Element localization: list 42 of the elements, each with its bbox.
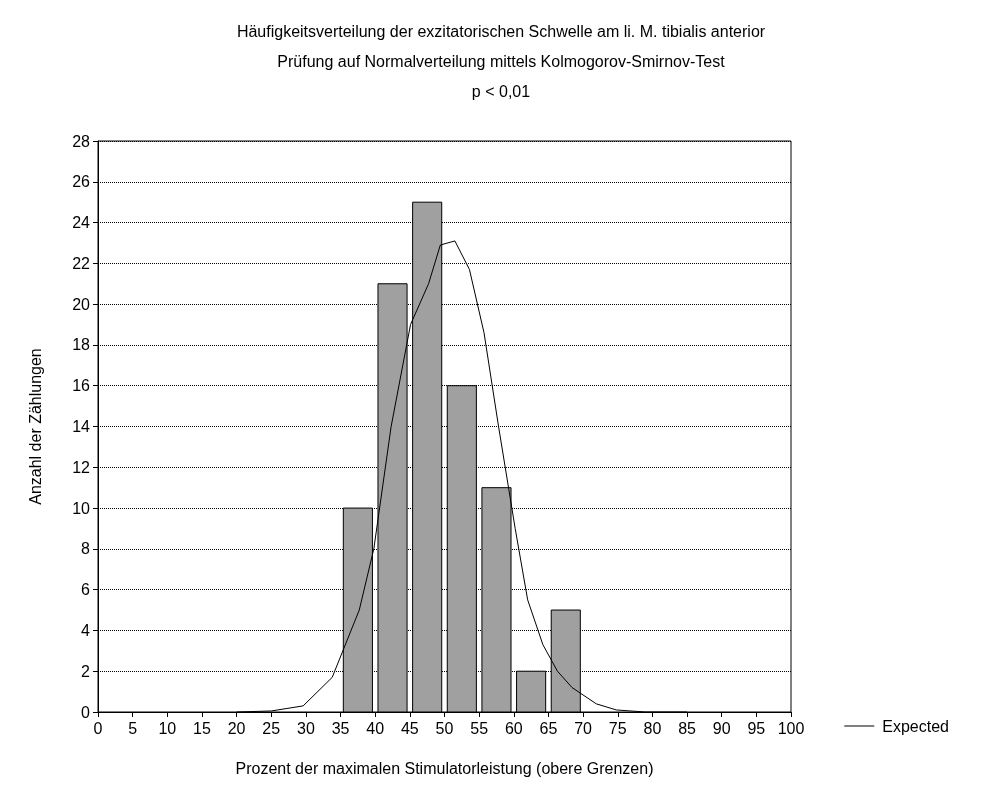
x-tick-label: 60 xyxy=(504,719,523,737)
y-tick-label: 12 xyxy=(72,458,91,476)
x-tick-label: 90 xyxy=(712,719,731,737)
y-tick-label: 16 xyxy=(72,377,91,395)
legend-label: Expected xyxy=(882,717,950,735)
x-tick-label: 20 xyxy=(227,719,246,737)
x-tick-label: 85 xyxy=(678,719,697,737)
y-tick-label: 26 xyxy=(72,173,91,191)
x-tick-label: 15 xyxy=(193,719,211,737)
x-tick-label: 75 xyxy=(608,719,627,737)
x-tick-label: 55 xyxy=(470,719,489,737)
x-tick-label: 65 xyxy=(539,719,558,737)
x-tick-label: 50 xyxy=(435,719,454,737)
y-tick-label: 2 xyxy=(81,662,91,680)
chart-title: Häufigkeitsverteilung der exzitatorischen Schwelle am li. M. tibialis anterior xyxy=(236,22,766,40)
x-tick-label: 45 xyxy=(400,719,419,737)
x-tick-label: 10 xyxy=(158,719,177,737)
y-tick-label: 8 xyxy=(81,540,91,558)
y-tick-label: 10 xyxy=(72,499,91,517)
y-tick-label: 22 xyxy=(72,254,91,272)
x-tick-label: 0 xyxy=(93,719,103,737)
x-tick-label: 80 xyxy=(643,719,662,737)
y-tick-label: 24 xyxy=(72,214,91,232)
y-tick-label: 18 xyxy=(72,336,91,354)
x-tick-label: 35 xyxy=(331,719,350,737)
x-tick-label: 95 xyxy=(747,719,766,737)
x-tick-label: 5 xyxy=(128,719,138,737)
y-tick-label: 6 xyxy=(81,581,91,599)
y-tick-label: 0 xyxy=(81,703,91,721)
x-tick-label: 100 xyxy=(777,719,805,737)
text: p < 0,01 xyxy=(471,82,531,100)
y-tick-label: 28 xyxy=(72,132,91,150)
x-axis-title: Prozent der maximalen Stimulatorleistung (obere Grenzen) xyxy=(235,759,654,777)
x-tick-label: 70 xyxy=(574,719,593,737)
y-tick-label: 4 xyxy=(81,621,91,639)
x-tick-label: 25 xyxy=(262,719,281,737)
y-tick-label: 14 xyxy=(72,418,91,435)
x-tick-label: 30 xyxy=(297,719,315,737)
y-axis-title: Anzahl der Zählungen xyxy=(26,348,44,505)
chart-subtitle: Prüfung auf Normalverteilung mittels Kolmogorov-Smirnov-Test xyxy=(277,52,726,70)
y-tick-label: 20 xyxy=(72,295,91,313)
x-tick-label: 40 xyxy=(366,719,385,737)
